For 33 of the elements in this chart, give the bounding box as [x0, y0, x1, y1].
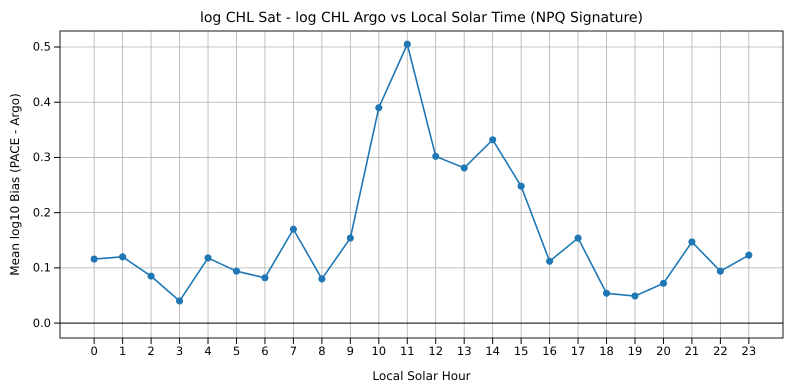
y-tick-label: 0.0 [32, 316, 51, 330]
x-tick-label: 0 [90, 344, 98, 358]
x-tick-label: 21 [684, 344, 700, 358]
x-axis-title: Local Solar Hour [372, 369, 471, 383]
x-tick-label: 22 [713, 344, 728, 358]
x-tick-label: 14 [485, 344, 500, 358]
x-tick-label: 8 [318, 344, 326, 358]
chart-title: log CHL Sat - log CHL Argo vs Local Solar Time (NPQ Signature) [200, 10, 644, 26]
x-tick-label: 2 [147, 344, 155, 358]
y-axis-title: Mean log10 Bias (PACE - Argo) [8, 93, 22, 276]
x-tick-label: 20 [656, 344, 671, 358]
y-tick-label: 0.3 [32, 150, 51, 164]
x-tick-label: 6 [261, 344, 269, 358]
x-tick-label: 19 [628, 344, 642, 358]
x-tick-label: 16 [542, 344, 557, 358]
x-tick-label: 3 [176, 344, 184, 358]
x-tick-label: 4 [204, 344, 212, 358]
x-tick-label: 10 [371, 344, 386, 358]
x-tick-label: 18 [599, 344, 614, 358]
y-tick-label: 0.5 [32, 40, 51, 54]
x-tick-label: 1 [118, 344, 126, 358]
x-tick-label: 17 [570, 344, 586, 358]
y-tick-label: 0.2 [32, 205, 51, 220]
x-tick-label: 5 [232, 344, 240, 358]
x-tick-label: 23 [742, 344, 756, 358]
y-tick-label: 0.1 [32, 260, 51, 275]
x-tick-label: 11 [400, 344, 415, 358]
y-tick-label: 0.4 [32, 94, 51, 109]
x-tick-label: 15 [514, 344, 528, 358]
x-tick-label: 7 [290, 344, 298, 358]
x-tick-label: 12 [428, 344, 444, 358]
x-tick-label: 13 [456, 344, 472, 358]
x-tick-label: 9 [346, 344, 354, 358]
